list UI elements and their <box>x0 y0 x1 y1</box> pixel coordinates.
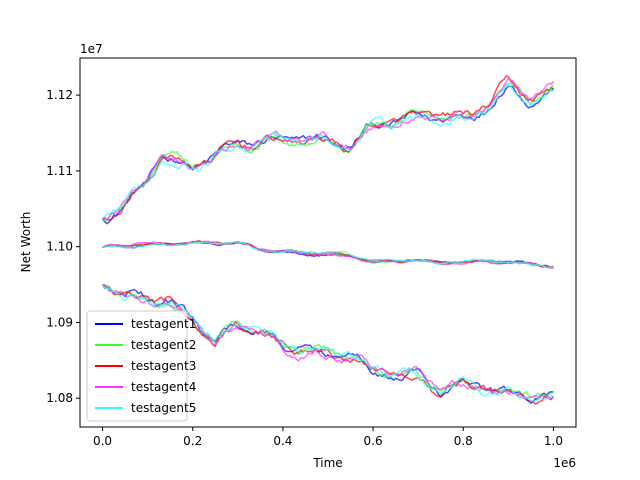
y-axis-offset-label: 1e7 <box>80 42 103 56</box>
legend-box <box>86 310 188 422</box>
legend-label-testagent3: testagent3 <box>131 359 196 373</box>
x-tick-label: 1.0 <box>544 434 563 448</box>
legend-label-testagent4: testagent4 <box>131 380 196 394</box>
legend-label-testagent2: testagent2 <box>131 338 196 352</box>
y-axis-ticks: 1.08 1.09 1.10 1.11 1.12 <box>46 88 80 405</box>
series-line-testagent5 <box>101 85 554 220</box>
y-tick-label: 1.08 <box>46 391 73 405</box>
y-tick-label: 1.11 <box>46 164 73 178</box>
series-line-testagent4 <box>102 283 554 400</box>
legend: testagent1 testagent2 testagent3 testagent4… <box>86 310 196 422</box>
series-line-testagent3 <box>102 75 554 221</box>
plot-frame <box>79 57 577 428</box>
y-tick-label: 1.10 <box>46 240 73 254</box>
legend-label-testagent1: testagent1 <box>131 317 196 331</box>
y-axis-label: Net Worth <box>19 212 33 273</box>
x-tick-label: 0.4 <box>273 434 292 448</box>
series-line-testagent1 <box>101 284 554 404</box>
series-lines <box>101 75 555 405</box>
x-axis-offset-label: 1e6 <box>553 456 576 470</box>
x-axis-ticks: 0.0 0.2 0.4 0.6 0.8 1.0 <box>93 427 563 448</box>
series-line-testagent5 <box>101 284 554 403</box>
legend-label-testagent5: testagent5 <box>131 401 196 415</box>
y-tick-label: 1.12 <box>46 88 73 102</box>
x-tick-label: 0.8 <box>454 434 473 448</box>
x-tick-label: 0.2 <box>183 434 202 448</box>
x-tick-label: 0.6 <box>364 434 383 448</box>
series-line-testagent5 <box>102 240 554 269</box>
x-tick-label: 0.0 <box>93 434 112 448</box>
x-axis-label: Time <box>312 456 342 470</box>
y-tick-label: 1.09 <box>46 315 73 329</box>
